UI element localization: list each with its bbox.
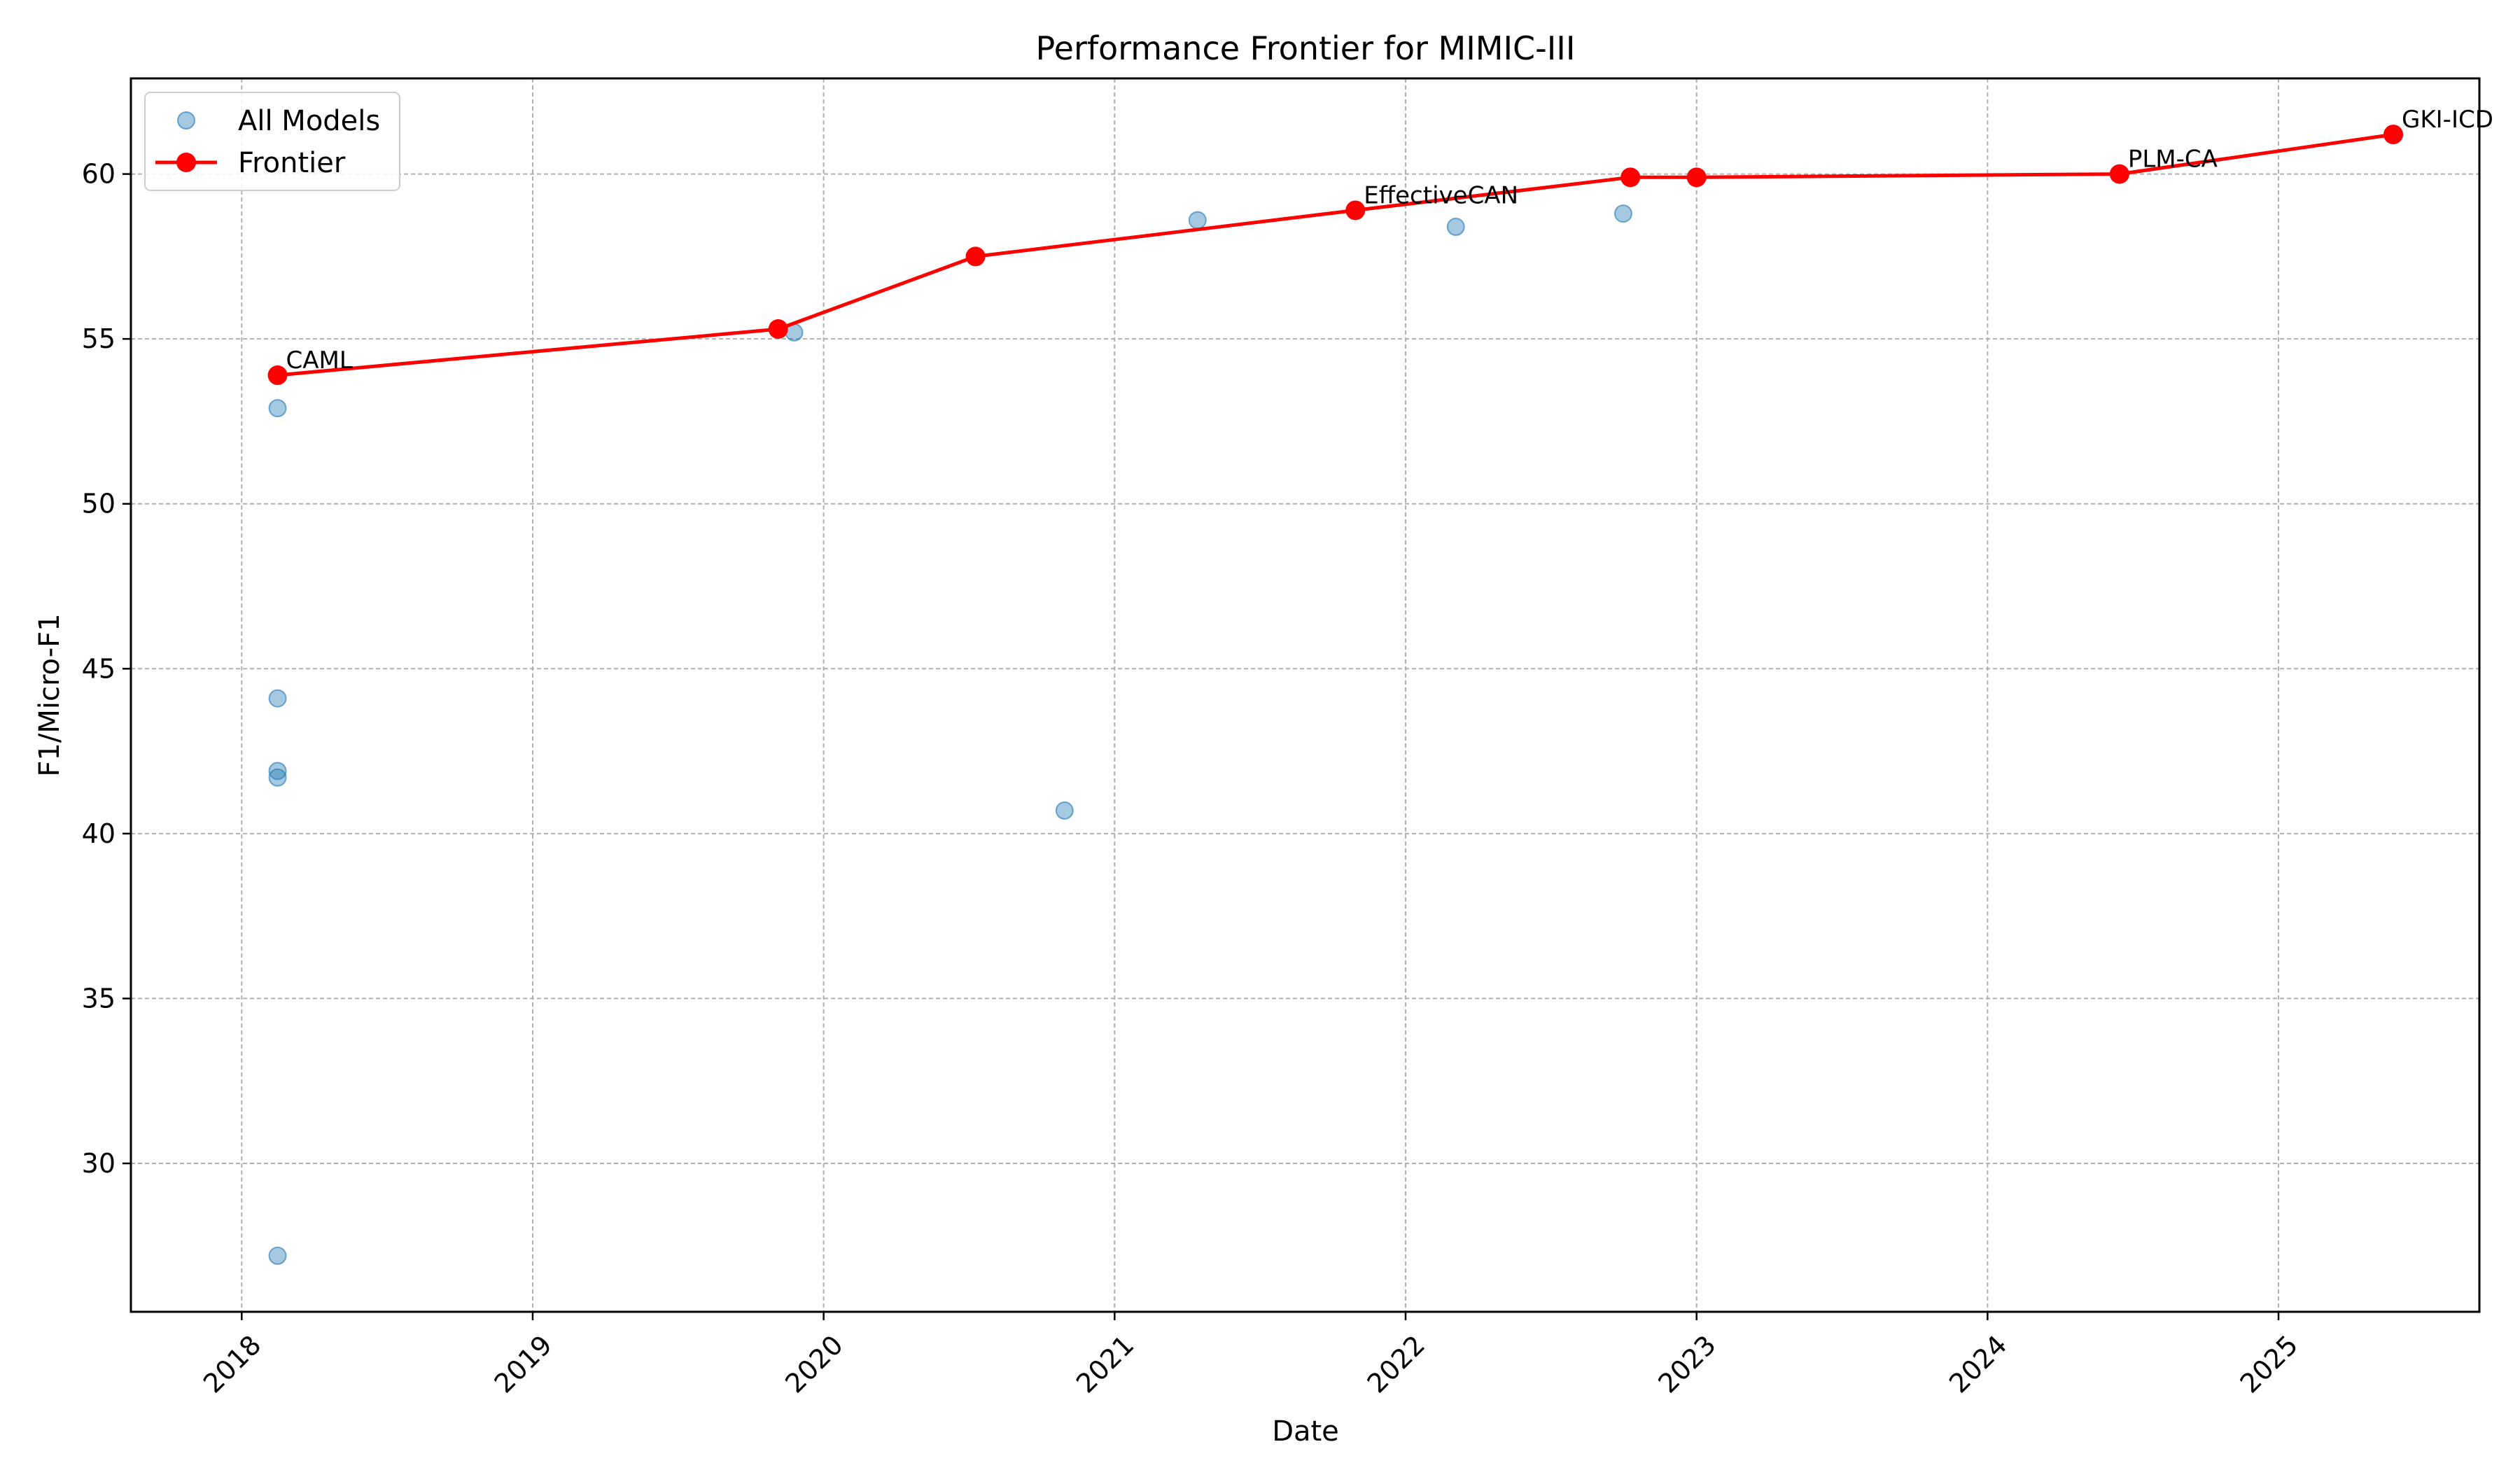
x-tick-label: 2018 bbox=[197, 1329, 267, 1399]
frontier-point bbox=[2384, 125, 2404, 145]
all-models-point bbox=[268, 768, 287, 787]
frontier-point bbox=[768, 319, 788, 340]
frontier-annotation: EffectiveCAN bbox=[1364, 181, 1518, 209]
x-tick-label: 2022 bbox=[1362, 1329, 1432, 1399]
all-models-point bbox=[268, 762, 287, 780]
y-tick-label: 50 bbox=[82, 489, 115, 519]
frontier-annotation: GKI-ICD bbox=[2402, 106, 2493, 134]
x-tick-label: 2021 bbox=[1070, 1329, 1140, 1399]
x-axis-label: Date bbox=[1272, 1415, 1339, 1448]
x-tick-label: 2020 bbox=[779, 1329, 849, 1399]
legend-label-frontier: Frontier bbox=[238, 147, 346, 179]
all-models-series bbox=[268, 204, 1632, 1265]
all-models-point bbox=[268, 399, 287, 418]
frontier-point bbox=[1345, 200, 1366, 220]
y-tick-label: 45 bbox=[82, 653, 115, 684]
y-tick-label: 40 bbox=[82, 818, 115, 849]
legend-box bbox=[144, 92, 400, 191]
all-models-point bbox=[1055, 801, 1074, 820]
frontier-point bbox=[965, 246, 986, 267]
frontier-annotation: CAML bbox=[286, 346, 353, 374]
frontier-point bbox=[1686, 167, 1707, 188]
legend: All Models Frontier bbox=[144, 92, 400, 191]
all-models-point bbox=[1614, 204, 1632, 223]
chart-title: Performance Frontier for MIMIC-III bbox=[1036, 29, 1576, 67]
legend-marker-all-models bbox=[177, 111, 195, 130]
x-tick-label: 2023 bbox=[1652, 1329, 1722, 1399]
grid bbox=[131, 78, 2479, 1312]
x-tick-label: 2025 bbox=[2234, 1329, 2304, 1399]
legend-marker-frontier bbox=[176, 153, 196, 172]
frontier-point bbox=[2109, 164, 2129, 184]
frontier-line bbox=[277, 132, 2394, 377]
all-models-point bbox=[1446, 218, 1465, 237]
plot-frame bbox=[130, 77, 2481, 1313]
x-tick-label: 2019 bbox=[489, 1329, 559, 1399]
y-tick-label: 60 bbox=[82, 159, 115, 190]
y-axis-label: F1/Micro-F1 bbox=[34, 613, 66, 776]
all-models-point bbox=[268, 689, 287, 708]
frontier-annotation: PLM-CA bbox=[2128, 146, 2218, 174]
legend-label-all-models: All Models bbox=[238, 105, 380, 137]
frontier-series bbox=[267, 125, 2404, 386]
y-tick-label: 55 bbox=[82, 323, 115, 354]
annotations: CAML EffectiveCAN PLM-CA GKI-ICD bbox=[286, 106, 2493, 374]
y-tick-label: 35 bbox=[82, 983, 115, 1014]
axis-ticks: 2018 2019 2020 2021 2022 2023 2024 2025 30 35 40 45… bbox=[82, 159, 2304, 1399]
frontier-point bbox=[1620, 167, 1641, 188]
all-models-point bbox=[1188, 211, 1207, 230]
x-tick-label: 2024 bbox=[1943, 1329, 2013, 1399]
all-models-point bbox=[268, 1246, 287, 1265]
y-tick-label: 30 bbox=[82, 1148, 115, 1179]
frontier-point bbox=[267, 365, 288, 386]
